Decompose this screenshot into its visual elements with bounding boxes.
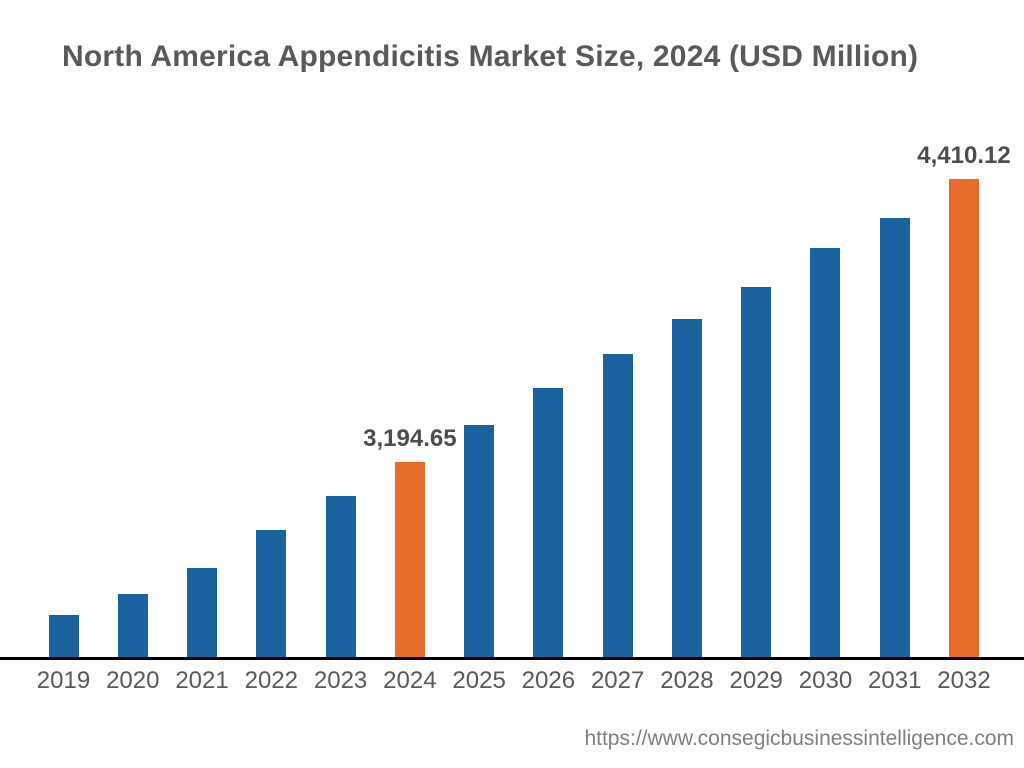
bar-2030: [810, 247, 841, 657]
data-label-2032: 4,410.12: [917, 142, 1011, 169]
x-tick-2021: 2021: [175, 667, 229, 694]
bar-2020: [117, 593, 148, 657]
bar-2029: [741, 287, 772, 657]
x-tick-2030: 2030: [798, 667, 853, 694]
x-tick-2029: 2029: [729, 667, 783, 694]
bar-2031: [879, 217, 910, 657]
x-tick-2024: 2024: [383, 667, 437, 694]
chart-title: North America Appendicitis Market Size, …: [62, 40, 919, 73]
data-label-2024: 3,194.65: [363, 425, 457, 452]
bar-2027: [602, 353, 633, 657]
x-tick-2020: 2020: [106, 667, 160, 694]
bar-2023: [325, 495, 356, 657]
x-tick-2032: 2032: [937, 667, 991, 694]
bar-2019: [48, 615, 79, 657]
x-tick-2025: 2025: [452, 667, 506, 694]
bar-2025: [464, 424, 495, 657]
x-tick-2027: 2027: [590, 667, 645, 694]
bar-2022: [256, 529, 287, 657]
source-url[interactable]: https://www.consegicbusinessintelligence…: [584, 727, 1014, 750]
x-tick-2031: 2031: [868, 667, 922, 694]
bar-2024: [394, 462, 425, 657]
bar-2028: [671, 319, 702, 657]
bar-2032: [949, 179, 979, 657]
x-tick-2026: 2026: [521, 667, 576, 694]
x-axis-line: [0, 657, 1024, 660]
bar-2026: [533, 388, 564, 657]
bar-2021: [187, 568, 218, 657]
x-tick-2023: 2023: [313, 667, 368, 694]
x-tick-2028: 2028: [660, 667, 714, 694]
x-tick-2019: 2019: [36, 667, 91, 694]
x-tick-2022: 2022: [244, 667, 298, 694]
